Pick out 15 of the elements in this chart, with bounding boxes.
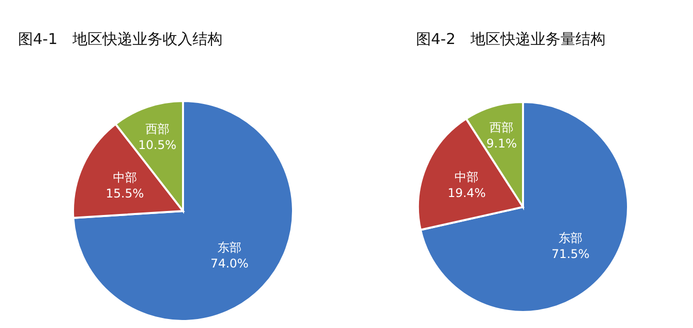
slice-label: 西部: [145, 122, 170, 136]
data-label: 15.5%: [106, 186, 144, 201]
chart-title: 图4-1 地区快递业务收入结构: [18, 30, 222, 49]
chart-title: 图4-2 地区快递业务量结构: [416, 30, 606, 49]
slice-label: 西部: [490, 120, 514, 134]
data-label: 71.5%: [551, 247, 590, 262]
slice-label: 东部: [218, 240, 242, 255]
data-label: 74.0%: [210, 256, 249, 271]
pie-slice: [420, 101, 629, 313]
data-label: 19.4%: [448, 186, 486, 200]
slice-label: 中部: [454, 170, 479, 184]
data-label: 9.1%: [486, 136, 517, 150]
slice-label: 中部: [112, 170, 137, 185]
slice-label: 东部: [558, 231, 583, 246]
data-label: 10.5%: [138, 138, 176, 152]
